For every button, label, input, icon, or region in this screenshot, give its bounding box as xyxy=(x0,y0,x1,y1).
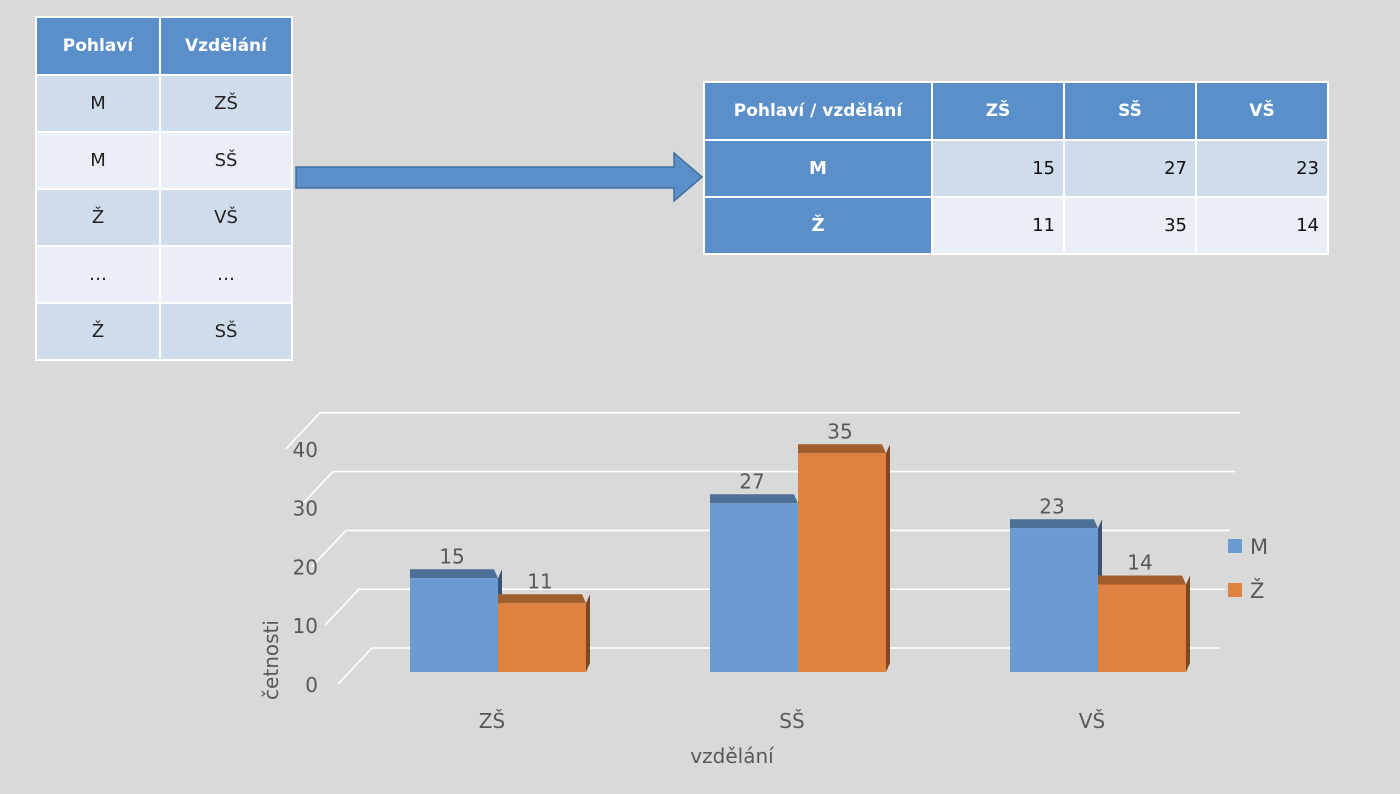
bar-top xyxy=(1010,519,1098,529)
raw-data-table: Pohlaví Vzdělání M ZŠ M SŠ Ž VŠ … … Ž SŠ xyxy=(35,16,293,361)
arrow-shape xyxy=(295,151,704,203)
data-label: 11 xyxy=(527,569,552,593)
raw-header-education: Vzdělání xyxy=(159,16,293,76)
cross-row-label: M xyxy=(703,139,933,198)
cross-cell: 14 xyxy=(1195,196,1329,255)
cross-cell: 23 xyxy=(1195,139,1329,198)
gridline xyxy=(311,529,1230,567)
contingency-table: Pohlaví / vzdělání ZŠ SŠ VŠ M 15 27 23 Ž… xyxy=(703,81,1329,255)
bar xyxy=(1098,584,1186,672)
raw-table-row: … … xyxy=(35,245,293,304)
cross-cell: 11 xyxy=(931,196,1065,255)
cross-table-row: M 15 27 23 xyxy=(703,139,1329,198)
bar xyxy=(410,578,498,672)
bar-top xyxy=(798,444,886,454)
bar-side xyxy=(886,444,890,672)
gridlines xyxy=(285,411,1240,685)
raw-cell-education: SŠ xyxy=(159,302,293,361)
raw-cell-education: … xyxy=(159,245,293,304)
raw-table-row: M ZŠ xyxy=(35,74,293,133)
data-label: 15 xyxy=(439,544,464,568)
cross-cell: 27 xyxy=(1063,139,1197,198)
bar xyxy=(498,603,586,672)
y-tick-label: 0 xyxy=(305,673,318,697)
raw-table-row: Ž SŠ xyxy=(35,302,293,361)
y-tick-label: 10 xyxy=(293,614,318,638)
x-tick-labels: ZŠ SŠ VŠ xyxy=(479,709,1105,733)
raw-cell-education: VŠ xyxy=(159,188,293,247)
gridline xyxy=(298,470,1235,509)
data-label: 14 xyxy=(1127,551,1152,575)
raw-table-row: M SŠ xyxy=(35,131,293,190)
y-tick-label: 30 xyxy=(293,497,318,521)
bar-top xyxy=(710,494,798,504)
x-tick-label: SŠ xyxy=(779,709,804,733)
gridline xyxy=(337,647,1220,685)
data-labels: 15 11 27 35 23 14 xyxy=(439,419,1152,593)
y-axis-label: četnosti xyxy=(259,620,283,700)
cross-header-corner: Pohlaví / vzdělání xyxy=(703,81,933,141)
raw-header-gender: Pohlaví xyxy=(35,16,161,76)
bar-side xyxy=(586,594,590,672)
raw-cell-gender: Ž xyxy=(35,188,161,247)
bar xyxy=(798,453,886,672)
x-tick-label: VŠ xyxy=(1079,709,1105,733)
gridline xyxy=(324,588,1225,626)
raw-cell-education: ZŠ xyxy=(159,74,293,133)
x-axis-label: vzdělání xyxy=(690,744,775,768)
y-tick-label: 40 xyxy=(293,438,318,462)
bar-top xyxy=(1098,575,1186,585)
bar-top xyxy=(410,569,498,579)
data-label: 35 xyxy=(827,419,852,443)
bar xyxy=(1010,528,1098,672)
legend-swatch xyxy=(1228,583,1242,597)
gridline xyxy=(285,411,1240,450)
cross-header-ss: SŠ xyxy=(1063,81,1197,141)
data-label: 27 xyxy=(739,469,764,493)
raw-cell-education: SŠ xyxy=(159,131,293,190)
legend: MŽ xyxy=(1228,535,1268,603)
bar xyxy=(710,503,798,672)
data-label: 23 xyxy=(1039,494,1064,518)
legend-label: Ž xyxy=(1250,578,1264,603)
cross-table-header-row: Pohlaví / vzdělání ZŠ SŠ VŠ xyxy=(703,81,1329,141)
bars xyxy=(410,444,1190,672)
legend-swatch xyxy=(1228,539,1242,553)
y-tick-label: 20 xyxy=(293,555,318,579)
cross-row-label: Ž xyxy=(703,196,933,255)
cross-cell: 15 xyxy=(931,139,1065,198)
cross-header-vs: VŠ xyxy=(1195,81,1329,141)
cross-cell: 35 xyxy=(1063,196,1197,255)
bar-side xyxy=(1186,575,1190,672)
bar-top xyxy=(498,594,586,604)
raw-cell-gender: … xyxy=(35,245,161,304)
y-tick-labels: 0 10 20 30 40 xyxy=(293,438,318,697)
raw-table-header-row: Pohlaví Vzdělání xyxy=(35,16,293,76)
raw-table-row: Ž VŠ xyxy=(35,188,293,247)
cross-table-row: Ž 11 35 14 xyxy=(703,196,1329,255)
raw-cell-gender: Ž xyxy=(35,302,161,361)
cross-header-zs: ZŠ xyxy=(931,81,1065,141)
x-tick-label: ZŠ xyxy=(479,709,505,733)
transform-arrow xyxy=(295,151,704,203)
legend-label: M xyxy=(1250,535,1268,559)
raw-cell-gender: M xyxy=(35,74,161,133)
raw-cell-gender: M xyxy=(35,131,161,190)
